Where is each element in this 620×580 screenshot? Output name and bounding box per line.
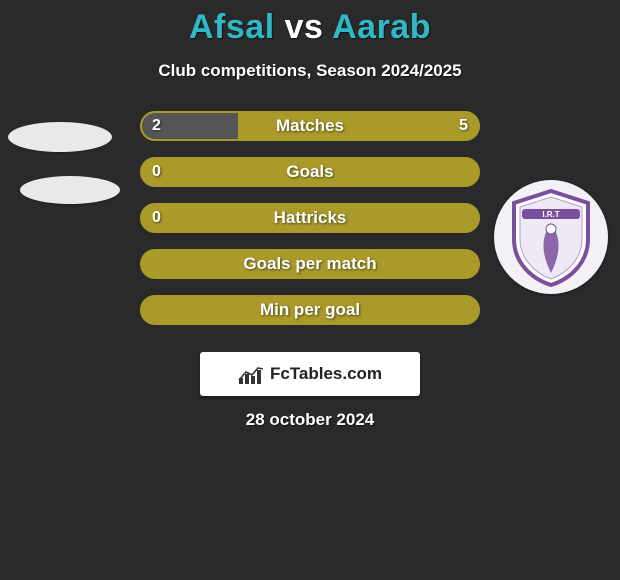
stat-bar-track: Hattricks <box>140 203 480 233</box>
placeholder-badge <box>20 176 120 204</box>
stat-row: Min per goal <box>0 295 620 329</box>
stat-bar-track: Matches <box>140 111 480 141</box>
subtitle: Club competitions, Season 2024/2025 <box>0 61 620 81</box>
stat-label: Matches <box>142 113 478 139</box>
page-title: Afsal vs Aarab <box>0 8 620 47</box>
stat-value-left: 0 <box>152 157 161 187</box>
title-player1: Afsal <box>189 8 275 46</box>
fctables-icon <box>238 364 264 384</box>
fctables-label: FcTables.com <box>270 364 382 384</box>
stat-value-right: 5 <box>459 111 468 141</box>
stat-label: Goals <box>142 159 478 185</box>
svg-text:I.R.T: I.R.T <box>542 210 559 219</box>
stat-bar-track: Goals <box>140 157 480 187</box>
date-text: 28 october 2024 <box>0 410 620 430</box>
club-badge: I.R.T <box>494 180 608 294</box>
stat-bar-track: Min per goal <box>140 295 480 325</box>
club-crest-icon: I.R.T <box>506 187 596 287</box>
placeholder-badge <box>8 122 112 152</box>
fctables-badge[interactable]: FcTables.com <box>200 352 420 396</box>
comparison-card: Afsal vs Aarab Club competitions, Season… <box>0 0 620 580</box>
stat-label: Hattricks <box>142 205 478 231</box>
stat-bar-track: Goals per match <box>140 249 480 279</box>
stat-label: Goals per match <box>142 251 478 277</box>
stat-value-left: 2 <box>152 111 161 141</box>
title-vs: vs <box>285 8 324 46</box>
title-player2: Aarab <box>332 8 431 46</box>
stat-label: Min per goal <box>142 297 478 323</box>
stat-value-left: 0 <box>152 203 161 233</box>
